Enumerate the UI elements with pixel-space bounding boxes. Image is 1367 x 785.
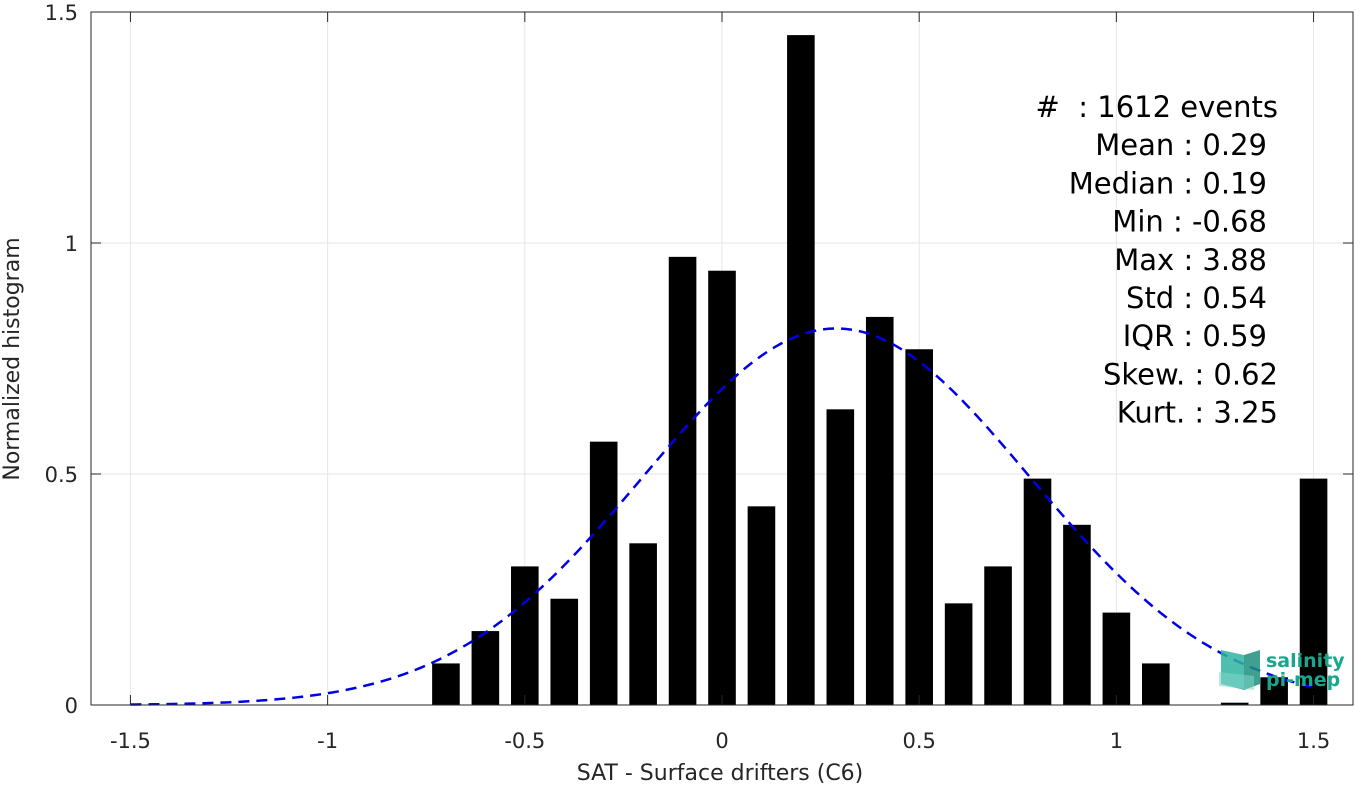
histogram-bar (668, 256, 697, 705)
histogram-bar (589, 441, 618, 705)
stat-line: Std : 0.54 (1126, 281, 1267, 315)
y-axis-label: Normalized histogram (0, 237, 25, 480)
histogram-bar (1260, 677, 1288, 705)
x-tick-label: -0.5 (504, 729, 545, 753)
stat-line: Kurt. : 3.25 (1117, 396, 1278, 430)
stat-line: Mean : 0.29 (1095, 128, 1267, 162)
histogram-bar (511, 566, 539, 705)
histogram-bar (432, 663, 460, 705)
histogram-bar (1142, 663, 1170, 705)
histogram-bar (1023, 478, 1052, 705)
histogram-bar (629, 543, 657, 705)
histogram-bar (865, 316, 894, 705)
x-tick-label: 1 (1110, 729, 1123, 753)
stat-line: IQR : 0.59 (1123, 319, 1267, 353)
y-tick-label: 0.5 (45, 463, 78, 487)
stat-line: # : 1612 events (1036, 90, 1278, 124)
histogram-bar (1299, 478, 1328, 705)
x-tick-label: 0 (715, 729, 728, 753)
y-tick-label: 1 (65, 232, 78, 256)
histogram-bar (1063, 524, 1091, 705)
histogram-bar (1220, 702, 1249, 705)
y-tick-label: 1.5 (45, 1, 78, 25)
stat-line: Median : 0.19 (1069, 166, 1267, 200)
x-axis-ticks: -1.5 -1 -0.5 0 0.5 1 1.5 (110, 12, 1330, 753)
histogram-bar (471, 631, 500, 705)
salinity-pimep-logo: salinity pi-mep (1219, 650, 1345, 691)
histogram-bar (984, 566, 1012, 705)
histogram-bar (944, 603, 973, 705)
stats-annotation: # : 1612 events Mean : 0.29 Median : 0.19 M… (1036, 90, 1278, 430)
x-tick-label: 0.5 (902, 729, 935, 753)
histogram-bars (432, 35, 1328, 706)
histogram-bar (826, 409, 855, 705)
x-tick-label: -1.5 (110, 729, 151, 753)
logo-text-line1: salinity (1266, 650, 1345, 672)
y-tick-label: 0 (65, 694, 78, 718)
stat-line: Min : -0.68 (1112, 205, 1267, 239)
stat-line: Skew. : 0.62 (1103, 357, 1278, 391)
histogram-bar (905, 349, 933, 705)
logo-text-line2: pi-mep (1266, 669, 1340, 691)
y-axis-ticks: 0 0.5 1 1.5 (45, 1, 1353, 718)
histogram-bar (747, 506, 776, 705)
histogram-bar (1102, 612, 1131, 705)
histogram-bar (787, 35, 815, 706)
pimep-cube-icon (1219, 650, 1260, 690)
gaussian-fit-curve (130, 327, 1314, 706)
histogram-bar (550, 598, 579, 705)
histogram-bar (708, 270, 736, 705)
x-tick-label: -1 (317, 729, 338, 753)
stat-line: Max : 3.88 (1114, 243, 1267, 277)
x-axis-label: SAT - Surface drifters (C6) (577, 761, 864, 785)
x-tick-label: 1.5 (1297, 729, 1330, 753)
